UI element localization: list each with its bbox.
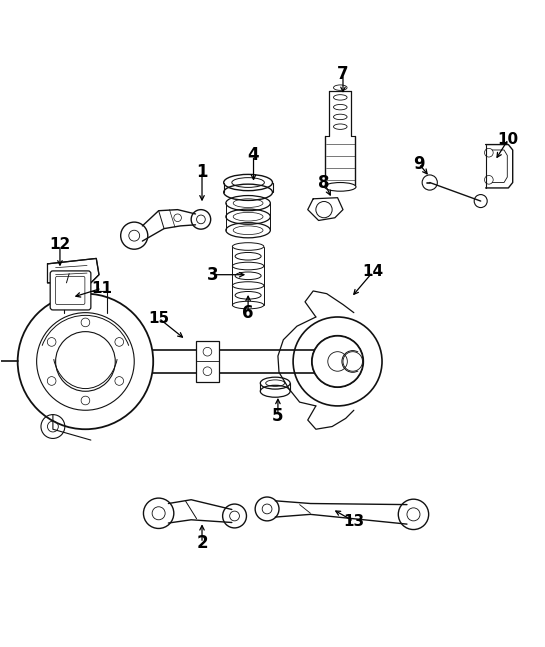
Text: 13: 13 bbox=[343, 514, 365, 529]
Text: 4: 4 bbox=[248, 146, 259, 164]
Text: 5: 5 bbox=[272, 407, 283, 424]
FancyBboxPatch shape bbox=[196, 341, 219, 382]
Text: 14: 14 bbox=[362, 265, 383, 280]
Text: 7: 7 bbox=[337, 65, 349, 83]
Polygon shape bbox=[2, 497, 545, 549]
Text: 3: 3 bbox=[207, 266, 219, 283]
Text: 10: 10 bbox=[498, 131, 519, 147]
Text: 12: 12 bbox=[50, 237, 70, 252]
Text: 2: 2 bbox=[196, 534, 208, 552]
Text: 1: 1 bbox=[196, 162, 208, 181]
FancyBboxPatch shape bbox=[50, 271, 91, 310]
Text: 6: 6 bbox=[243, 303, 254, 322]
Circle shape bbox=[312, 336, 363, 387]
Polygon shape bbox=[2, 258, 545, 283]
Text: 9: 9 bbox=[413, 155, 425, 173]
Text: 11: 11 bbox=[91, 281, 112, 296]
Text: 8: 8 bbox=[318, 173, 330, 192]
Text: 15: 15 bbox=[148, 311, 169, 325]
